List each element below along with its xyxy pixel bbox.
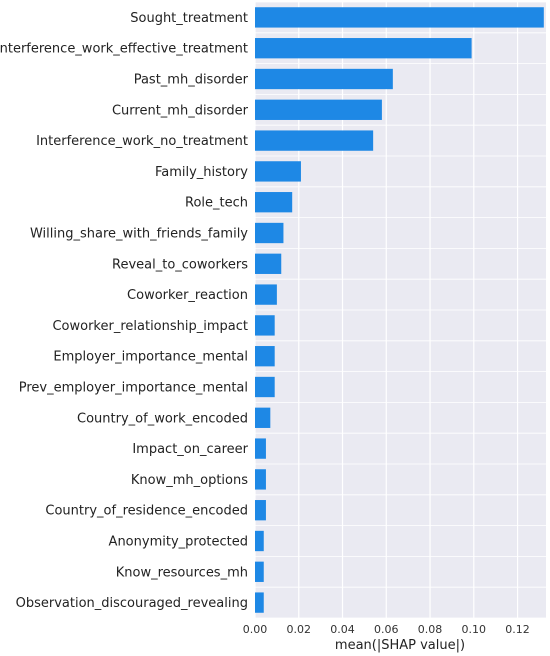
x-tick-label: 0.08 bbox=[418, 623, 443, 636]
bar bbox=[255, 469, 266, 490]
bar bbox=[255, 530, 264, 552]
bar bbox=[255, 222, 284, 244]
category-label: Coworker_reaction bbox=[127, 288, 248, 303]
category-label: Prev_employer_importance_mental bbox=[19, 381, 248, 396]
category-label: Interference_work_no_treatment bbox=[36, 134, 248, 149]
category-label: Employer_importance_mental bbox=[53, 350, 248, 365]
bars bbox=[255, 7, 544, 613]
bar bbox=[255, 592, 264, 613]
category-label: Coworker_relationship_impact bbox=[52, 319, 248, 334]
category-label: Anonymity_protected bbox=[109, 535, 248, 550]
bar bbox=[255, 438, 266, 459]
category-label: Past_mh_disorder bbox=[134, 73, 249, 88]
bar bbox=[255, 376, 275, 398]
category-label: Role_tech bbox=[185, 196, 248, 211]
bar bbox=[255, 7, 544, 28]
gridlines bbox=[254, 1, 546, 619]
bar bbox=[255, 192, 293, 213]
bar bbox=[255, 161, 301, 182]
x-tick-labels: 0.00 0.02 0.04 0.06 0.08 0.10 0.12 bbox=[243, 623, 530, 636]
category-label: Country_of_work_encoded bbox=[77, 411, 248, 426]
category-label: Reveal_to_coworkers bbox=[112, 257, 248, 272]
bar bbox=[255, 253, 282, 274]
category-label: Family_history bbox=[155, 165, 248, 180]
x-tick-label: 0.04 bbox=[330, 623, 355, 636]
bar bbox=[255, 99, 382, 120]
category-label: Interference_work_effective_treatment bbox=[0, 42, 248, 57]
bar bbox=[255, 68, 393, 90]
bar bbox=[255, 315, 275, 336]
x-axis-label: mean(|SHAP value|) bbox=[335, 638, 465, 653]
bar bbox=[255, 38, 472, 59]
x-tick-label: 0.06 bbox=[374, 623, 399, 636]
x-tick-label: 0.00 bbox=[243, 623, 268, 636]
bar bbox=[255, 500, 266, 521]
bar bbox=[255, 284, 277, 305]
category-label: Willing_share_with_friends_family bbox=[30, 227, 248, 242]
category-label: Know_mh_options bbox=[131, 473, 248, 488]
category-label: Country_of_residence_encoded bbox=[45, 504, 248, 519]
bar bbox=[255, 346, 275, 367]
category-label: Impact_on_career bbox=[132, 442, 248, 457]
category-label: Sought_treatment bbox=[130, 11, 248, 26]
category-labels: Sought_treatment Interference_work_effect… bbox=[0, 11, 249, 611]
x-tick-label: 0.12 bbox=[505, 623, 530, 636]
bar bbox=[255, 561, 264, 582]
category-label: Know_resources_mh bbox=[116, 565, 248, 580]
category-label: Current_mh_disorder bbox=[112, 103, 249, 118]
x-tick-label: 0.10 bbox=[462, 623, 487, 636]
category-label: Observation_discouraged_revealing bbox=[16, 596, 248, 611]
bar bbox=[255, 130, 374, 151]
x-tick-label: 0.02 bbox=[287, 623, 312, 636]
bar bbox=[255, 407, 271, 428]
